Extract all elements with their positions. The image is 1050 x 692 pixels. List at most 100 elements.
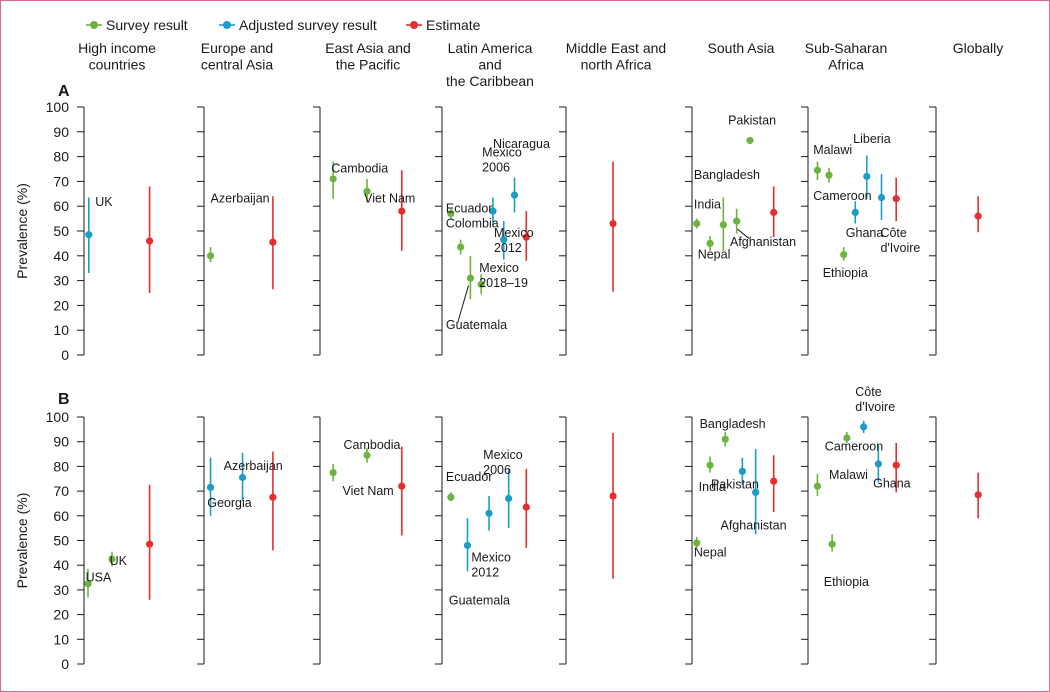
point-marker	[693, 539, 701, 547]
leader-line	[736, 228, 750, 239]
point-marker	[770, 477, 778, 485]
point-survey	[813, 473, 822, 497]
legend-item-estimate: Estimate	[406, 17, 481, 33]
point-marker	[840, 250, 848, 259]
point-estimate	[974, 196, 982, 233]
point-marker	[505, 494, 513, 503]
point-label-text: Azerbaijan	[224, 459, 283, 473]
point-survey	[693, 536, 701, 548]
label-viet-nam: Viet Nam	[343, 484, 394, 498]
point-adjusted	[752, 449, 760, 535]
label-afghanistan: Afghanistan	[721, 518, 787, 532]
point-label-text: Ecuador	[446, 470, 493, 484]
label-ethiopia: Ethiopia	[824, 575, 869, 589]
region-axis-sub-saharan-africa	[801, 416, 809, 665]
point-marker	[108, 555, 116, 563]
point-label-text: d'Ivoire	[880, 241, 920, 255]
region-header-line: Sub-Saharan	[805, 40, 888, 56]
y-tick-label-60: 60	[53, 508, 69, 524]
label-india: India	[699, 480, 726, 494]
label-cameroon: Cameroon	[825, 439, 883, 453]
legend-survey-label: Survey result	[106, 17, 188, 33]
point-estimate	[146, 186, 154, 293]
region-axis-east-asia-and-the-pacific	[313, 416, 321, 665]
point-label-text: Nepal	[694, 546, 727, 560]
label-cambodia: Cambodia	[331, 162, 388, 176]
point-marker	[84, 580, 92, 588]
point-marker	[863, 172, 871, 181]
point-label-text: Pakistan	[711, 478, 759, 492]
point-survey	[719, 197, 727, 251]
point-adjusted	[238, 452, 247, 501]
point-survey	[721, 431, 729, 447]
point-marker	[738, 467, 746, 475]
y-tick-label-10: 10	[53, 322, 69, 338]
region-axis-europe-and-central-asia	[197, 106, 205, 356]
y-tick-label-70: 70	[53, 173, 69, 189]
label-nepal: Nepal	[698, 247, 731, 261]
point-label-text: Viet Nam	[343, 484, 394, 498]
label-afghanistan: Afghanistan	[730, 235, 796, 249]
point-label-text: India	[699, 480, 726, 494]
point-label-text: Mexico	[482, 146, 522, 160]
point-adjusted	[851, 201, 859, 224]
region-axis-south-asia	[685, 416, 693, 665]
point-label-text: Nicaragua	[493, 137, 550, 151]
point-marker	[238, 473, 247, 482]
point-label-text: Ghana	[873, 476, 911, 490]
y-tick-label-80: 80	[53, 458, 69, 474]
point-marker	[746, 136, 754, 145]
region-axis-sub-saharan-africa	[801, 106, 809, 356]
point-adjusted	[860, 420, 868, 434]
point-survey	[840, 247, 848, 261]
point-marker	[477, 280, 485, 288]
point-label-text: Cameroon	[825, 439, 883, 453]
point-survey	[828, 534, 836, 552]
point-label-text: Bangladesh	[694, 168, 760, 182]
y-tick-label-30: 30	[53, 582, 69, 598]
label-pakistan: Pakistan	[728, 113, 776, 127]
y-tick-label-50: 50	[53, 533, 69, 549]
point-marker	[770, 208, 778, 216]
point-marker	[522, 233, 530, 241]
point-survey	[447, 492, 455, 501]
y-tick-label-0: 0	[61, 347, 69, 363]
y-tick-label-100: 100	[46, 99, 70, 115]
y-tick-label-70: 70	[53, 483, 69, 499]
region-axis-middle-east-and-north-africa	[559, 416, 567, 665]
region-header-line: Latin America	[448, 40, 533, 56]
point-marker	[693, 219, 701, 228]
point-marker	[843, 434, 851, 442]
region-header-south-asia: South Asia	[708, 40, 775, 56]
point-survey	[363, 447, 371, 463]
label-malawi: Malawi	[829, 468, 868, 482]
region-axis-south-asia	[685, 106, 693, 356]
point-adjusted	[485, 496, 493, 531]
region-header-line: Europe and	[201, 40, 273, 56]
point-adjusted	[505, 468, 513, 529]
point-marker	[733, 217, 741, 225]
point-survey	[329, 161, 337, 199]
point-adjusted	[500, 221, 508, 260]
point-label-text: India	[694, 198, 721, 212]
point-estimate	[146, 484, 154, 600]
point-adjusted	[463, 518, 472, 572]
point-marker	[828, 540, 836, 548]
point-marker	[974, 491, 982, 499]
y-tick-label-90: 90	[53, 124, 69, 140]
point-survey	[206, 247, 215, 262]
region-header-line: countries	[89, 57, 146, 73]
leader-lines	[457, 228, 750, 323]
point-survey	[825, 167, 833, 183]
point-marker	[813, 166, 822, 174]
label-nepal: Nepal	[694, 546, 727, 560]
point-adjusted	[489, 197, 497, 225]
label-bangladesh: Bangladesh	[700, 417, 766, 431]
label-azerbaijan: Azerbaijan	[224, 459, 283, 473]
y-tick-label-30: 30	[53, 273, 69, 289]
y-tick-label-80: 80	[53, 149, 69, 165]
region-axis-high-income-countries	[77, 416, 85, 665]
point-marker	[447, 210, 455, 218]
